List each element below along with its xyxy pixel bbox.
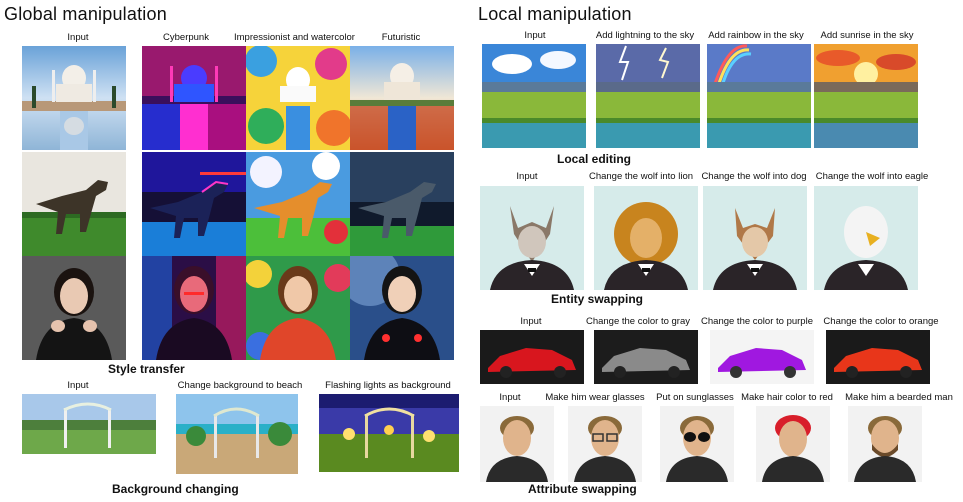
as-caption-sunglasses: Put on sunglasses xyxy=(656,392,734,403)
as-input-image xyxy=(480,406,554,482)
le-sunrise-image xyxy=(814,44,918,148)
bg-input-image xyxy=(22,394,156,454)
st-woman-impressionist-image xyxy=(246,256,350,360)
cc-red-car-image xyxy=(480,330,584,384)
st-taj-futuristic-image xyxy=(350,46,454,150)
attribute-swapping-label: Attribute swapping xyxy=(528,482,637,496)
bg-caption-lights: Flashing lights as background xyxy=(325,380,451,391)
es-caption-lion: Change the wolf into lion xyxy=(588,171,694,182)
st-taj-impressionist-image xyxy=(246,46,350,150)
st-caption-impressionist: Impressionist and watercolor xyxy=(234,32,355,43)
le-caption-input: Input xyxy=(524,30,546,41)
es-caption-input: Input xyxy=(516,171,538,182)
st-woman-futuristic-image xyxy=(350,256,454,360)
cc-purple-car-image xyxy=(710,330,814,384)
bg-lights-image xyxy=(319,394,459,472)
st-caption-cyberpunk: Cyberpunk xyxy=(163,32,209,43)
es-lion-image xyxy=(594,186,698,290)
st-dino-futuristic-image xyxy=(350,152,454,256)
local-title: Local manipulation xyxy=(478,4,632,24)
st-woman-cyberpunk-image xyxy=(142,256,246,360)
global-title: Global manipulation xyxy=(4,4,167,24)
bg-caption-beach: Change background to beach xyxy=(177,380,303,391)
st-dino-impressionist-image xyxy=(246,152,350,256)
es-caption-eagle: Change the wolf into eagle xyxy=(815,171,929,182)
as-caption-red-hair: Make hair color to red xyxy=(741,392,833,403)
as-red-hair-image xyxy=(756,406,830,482)
style-transfer-label: Style transfer xyxy=(108,362,185,376)
local-editing-label: Local editing xyxy=(557,152,632,166)
cc-caption-input: Input xyxy=(520,316,542,327)
as-caption-glasses: Make him wear glasses xyxy=(545,392,645,403)
cc-orange-car-image xyxy=(826,330,930,384)
cc-gray-car-image xyxy=(594,330,698,384)
st-dino-cyberpunk-image xyxy=(142,152,246,256)
le-caption-lightning: Add lightning to the sky xyxy=(595,30,695,41)
st-caption-input: Input xyxy=(67,32,89,43)
st-woman-input-image xyxy=(22,256,126,360)
st-taj-input-image xyxy=(22,46,126,150)
st-taj-cyberpunk-image xyxy=(142,46,246,150)
es-caption-dog: Change the wolf into dog xyxy=(701,171,807,182)
le-input-image xyxy=(482,44,586,148)
es-wolf-input-image xyxy=(480,186,584,290)
st-dino-input-image xyxy=(22,152,126,256)
as-glasses-image xyxy=(568,406,642,482)
bg-caption-input: Input xyxy=(67,380,89,391)
cc-caption-purple: Change the color to purple xyxy=(701,316,813,327)
entity-swapping-label: Entity swapping xyxy=(551,292,644,306)
as-caption-beard: Make him a bearded man xyxy=(845,392,953,403)
es-dog-image xyxy=(703,186,807,290)
le-caption-sunrise: Add sunrise in the sky xyxy=(820,30,914,41)
as-caption-input: Input xyxy=(499,392,521,403)
bg-beach-image xyxy=(176,394,298,474)
es-eagle-image xyxy=(814,186,918,290)
le-lightning-image xyxy=(596,44,700,148)
cc-caption-gray: Change the color to gray xyxy=(585,316,691,327)
st-caption-futuristic: Futuristic xyxy=(381,32,421,43)
le-caption-rainbow: Add rainbow in the sky xyxy=(708,30,804,41)
as-beard-image xyxy=(848,406,922,482)
cc-caption-orange: Change the color to orange xyxy=(823,316,939,327)
background-changing-label: Background changing xyxy=(112,482,239,496)
le-rainbow-image xyxy=(707,44,811,148)
as-sunglasses-image xyxy=(660,406,734,482)
